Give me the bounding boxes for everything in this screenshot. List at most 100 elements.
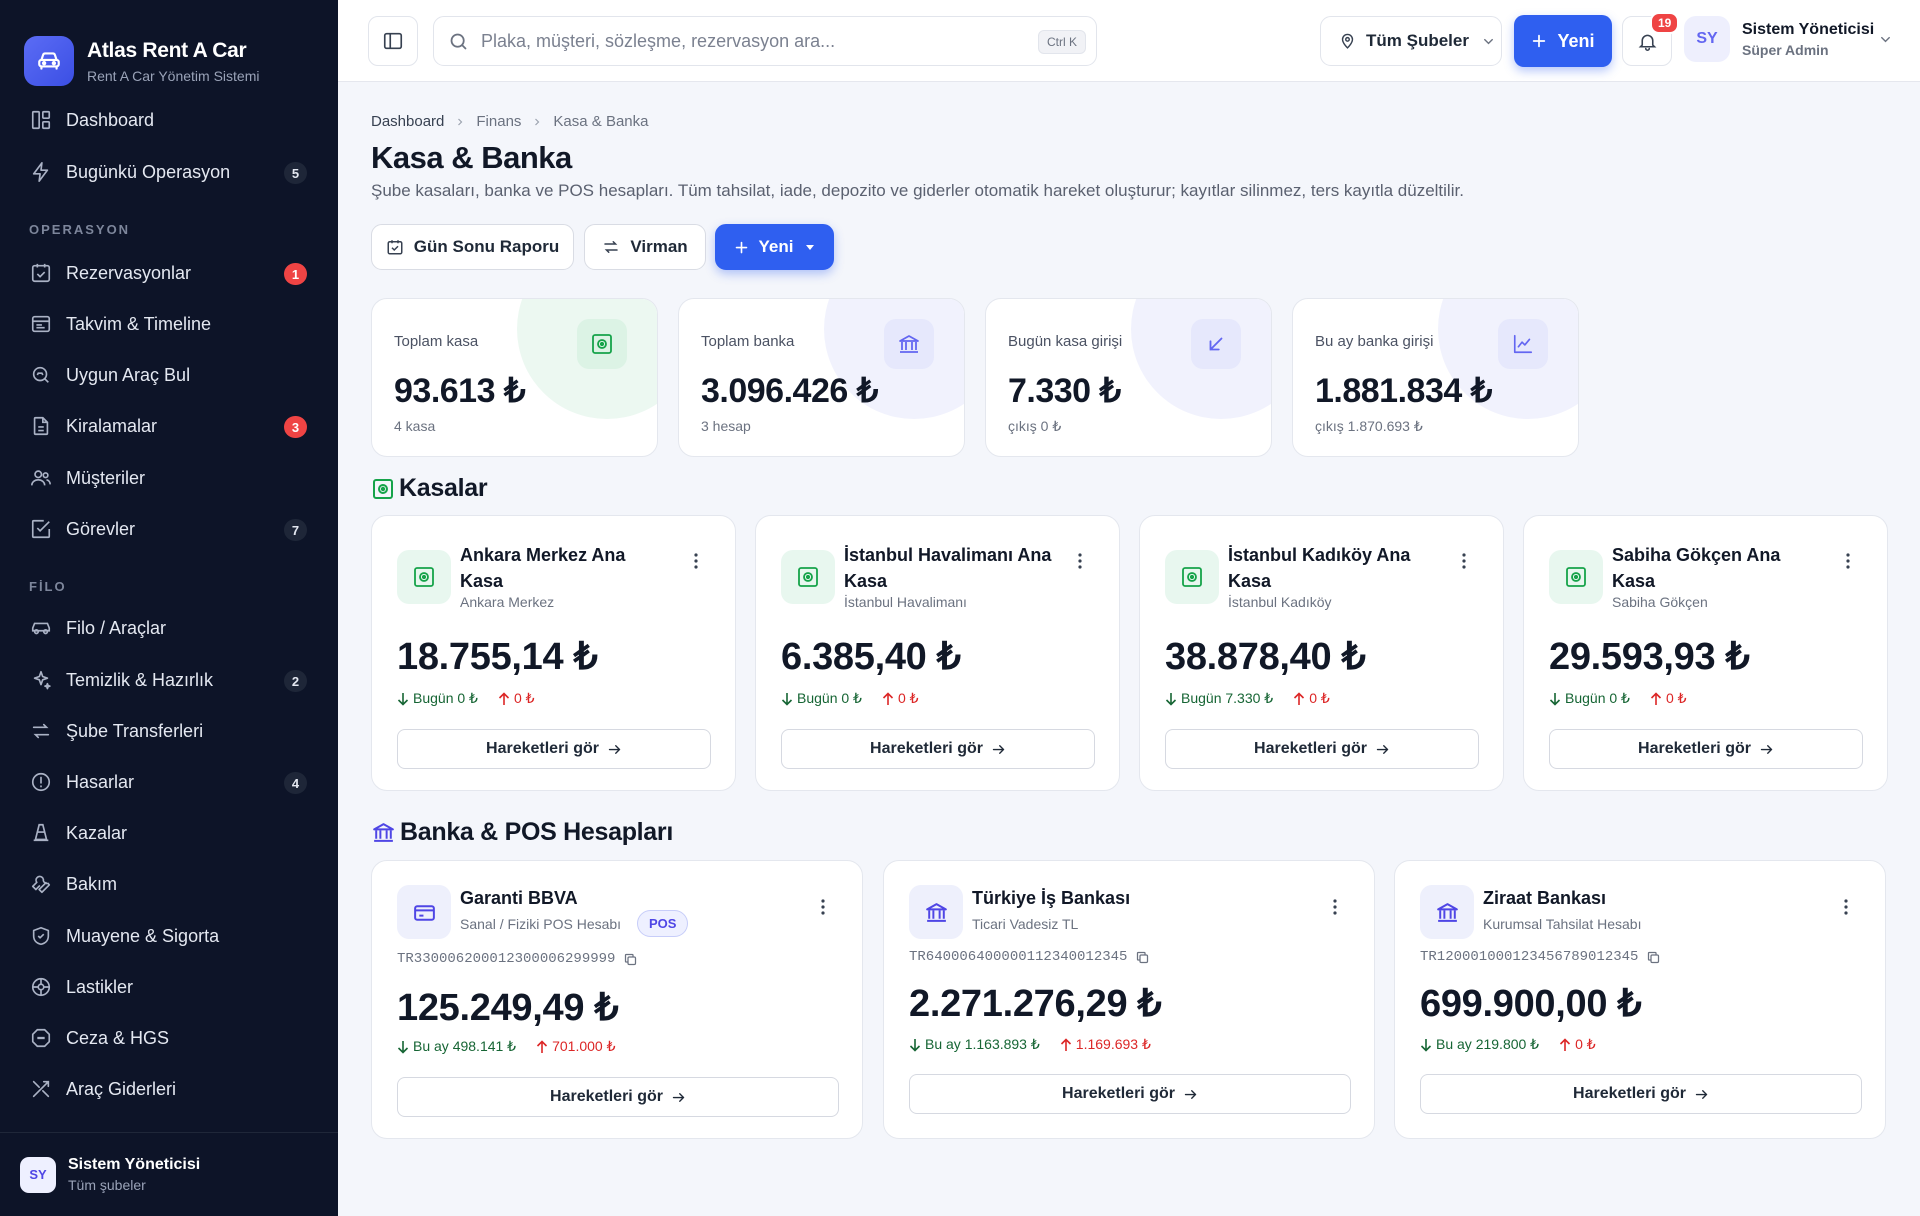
user-scope: Tüm şubeler xyxy=(68,1177,146,1193)
more-vertical-icon[interactable] xyxy=(693,552,699,570)
iban-text: TR120001000123456789012345 xyxy=(1420,949,1639,965)
plus-icon xyxy=(1531,33,1547,49)
outflow-text: 701.000 ₺ xyxy=(552,1038,616,1054)
task-icon xyxy=(28,516,54,542)
sidebar-item-fines[interactable]: Ceza & HGS xyxy=(0,1016,338,1060)
branch-label: Tüm Şubeler xyxy=(1366,31,1469,50)
section-label-filo: FİLO xyxy=(29,579,67,594)
breadcrumb-item-finance[interactable]: Finans xyxy=(476,113,522,130)
breadcrumb-item-dashboard[interactable]: Dashboard xyxy=(371,113,445,130)
page-title: Kasa & Banka xyxy=(371,140,572,175)
sidebar-item-damages[interactable]: Hasarlar 4 xyxy=(0,760,338,804)
brand[interactable]: Atlas Rent A Car Rent A Car Yönetim Sist… xyxy=(0,0,338,98)
cash-box-balance: 29.593,93 ₺ xyxy=(1549,636,1750,678)
safe-icon xyxy=(781,550,835,604)
bell-icon xyxy=(1637,31,1658,52)
sidebar-item-rentals[interactable]: Kiralamalar 3 xyxy=(0,404,338,448)
more-vertical-icon[interactable] xyxy=(1845,552,1851,570)
outflow: 1.169.693 ₺ xyxy=(1060,1036,1151,1053)
sidebar-item-tasks[interactable]: Görevler 7 xyxy=(0,507,338,551)
sidebar-item-find-car[interactable]: Uygun Araç Bul xyxy=(0,353,338,397)
sidebar-user[interactable]: SY Sistem Yöneticisi Tüm şubeler xyxy=(0,1132,338,1216)
bank-account-card: Garanti BBVA Sanal / Fiziki POS Hesabı P… xyxy=(371,860,863,1139)
sidebar-item-reservations[interactable]: Rezervasyonlar 1 xyxy=(0,251,338,295)
sidebar-item-fleet[interactable]: Filo / Araçlar xyxy=(0,606,338,650)
view-movements-button[interactable]: Hareketleri gör xyxy=(397,729,711,769)
bank-name: Garanti BBVA xyxy=(460,888,578,908)
more-vertical-icon[interactable] xyxy=(820,898,826,916)
view-movements-button[interactable]: Hareketleri gör xyxy=(1549,729,1863,769)
copy-icon[interactable] xyxy=(623,952,638,967)
view-movements-button[interactable]: Hareketleri gör xyxy=(781,729,1095,769)
sidebar-item-vehicle-expenses[interactable]: Araç Giderleri xyxy=(0,1067,338,1111)
sidebar-item-maintenance[interactable]: Bakım xyxy=(0,862,338,906)
more-vertical-icon[interactable] xyxy=(1461,552,1467,570)
outflow-text: 0 ₺ xyxy=(1309,690,1330,706)
outflow-text: 0 ₺ xyxy=(1575,1036,1596,1052)
more-vertical-icon[interactable] xyxy=(1332,898,1338,916)
map-pin-icon xyxy=(1339,33,1356,50)
iban: TR120001000123456789012345 xyxy=(1420,949,1661,965)
view-movements-button[interactable]: Hareketleri gör xyxy=(1420,1074,1862,1114)
arrow-right-icon xyxy=(671,1090,686,1105)
new-dropdown-label: Yeni xyxy=(758,237,794,256)
inflow: Bu ay 498.141 ₺ xyxy=(397,1038,516,1055)
sidebar-item-label: Bakım xyxy=(66,873,118,894)
caret-down-icon xyxy=(805,242,815,252)
cash-box-branch: İstanbul Kadıköy xyxy=(1228,594,1332,610)
transfer-button[interactable]: Virman xyxy=(584,224,706,270)
section-title-text: Kasalar xyxy=(399,474,488,502)
account-flows: Bu ay 498.141 ₺ 701.000 ₺ xyxy=(397,1038,616,1055)
new-dropdown-button[interactable]: Yeni xyxy=(715,224,834,270)
more-vertical-icon[interactable] xyxy=(1077,552,1083,570)
iban: TR330006200012300006299999 xyxy=(397,951,638,967)
outflow: 0 ₺ xyxy=(1650,690,1687,707)
sidebar-item-transfers[interactable]: Şube Transferleri xyxy=(0,709,338,753)
bank-icon xyxy=(371,820,396,845)
arrow-up-icon xyxy=(537,1039,548,1053)
view-movements-button[interactable]: Hareketleri gör xyxy=(1165,729,1479,769)
stat-value: 93.613 ₺ xyxy=(394,372,526,410)
chart-line-icon xyxy=(1498,319,1548,369)
branch-selector[interactable]: Tüm Şubeler xyxy=(1320,16,1502,66)
breadcrumb-item-current: Kasa & Banka xyxy=(553,113,649,130)
copy-icon[interactable] xyxy=(1646,950,1661,965)
sidebar-item-inspection[interactable]: Muayene & Sigorta xyxy=(0,914,338,958)
search-input[interactable] xyxy=(481,30,1001,52)
outflow-text: 1.169.693 ₺ xyxy=(1075,1036,1151,1052)
cash-box-card: İstanbul Havalimanı Ana Kasa İstanbul Ha… xyxy=(755,515,1120,791)
tools-icon xyxy=(28,1076,54,1102)
sidebar-item-dashboard[interactable]: Dashboard xyxy=(0,98,338,142)
notifications-button[interactable] xyxy=(1622,16,1672,66)
sidebar-item-label: Görevler xyxy=(66,518,136,539)
sidebar-item-todays-operation[interactable]: Bugünkü Operasyon 5 xyxy=(0,150,338,194)
day-end-report-button[interactable]: Gün Sonu Raporu xyxy=(371,224,574,270)
sidebar-item-tires[interactable]: Lastikler xyxy=(0,965,338,1009)
bank-name: Ziraat Bankası xyxy=(1483,888,1607,908)
more-vertical-icon[interactable] xyxy=(1843,898,1849,916)
stat-sub: 4 kasa xyxy=(394,418,436,434)
copy-icon[interactable] xyxy=(1135,950,1150,965)
arrow-right-icon xyxy=(1759,742,1774,757)
inflow: Bugün 7.330 ₺ xyxy=(1165,690,1273,707)
search-bar[interactable]: Ctrl K xyxy=(433,16,1097,66)
sidebar-item-label: Kazalar xyxy=(66,822,128,843)
new-button[interactable]: Yeni xyxy=(1514,15,1612,67)
outflow-text: 0 ₺ xyxy=(513,690,535,706)
sidebar-item-accidents[interactable]: Kazalar xyxy=(0,811,338,855)
outflow: 0 ₺ xyxy=(498,690,535,707)
inflow-text: Bu ay 1.163.893 ₺ xyxy=(925,1036,1040,1052)
stat-card-total-cash: Toplam kasa 93.613 ₺ 4 kasa xyxy=(371,298,658,457)
sidebar-item-cleaning[interactable]: Temizlik & Hazırlık 2 xyxy=(0,658,338,702)
sidebar-toggle-button[interactable] xyxy=(368,16,418,66)
view-movements-button[interactable]: Hareketleri gör xyxy=(909,1074,1351,1114)
arrow-up-icon xyxy=(498,691,510,705)
sidebar-item-calendar[interactable]: Takvim & Timeline xyxy=(0,302,338,346)
page-subtitle: Şube kasaları, banka ve POS hesapları. T… xyxy=(371,181,1464,200)
view-movements-button[interactable]: Hareketleri gör xyxy=(397,1077,839,1117)
user-menu[interactable]: SY Sistem Yöneticisi Süper Admin xyxy=(1684,16,1893,62)
inflow: Bugün 0 ₺ xyxy=(397,690,478,707)
sidebar-item-customers[interactable]: Müşteriler xyxy=(0,456,338,500)
iban-text: TR330006200012300006299999 xyxy=(397,951,616,967)
user-role: Süper Admin xyxy=(1742,41,1829,58)
